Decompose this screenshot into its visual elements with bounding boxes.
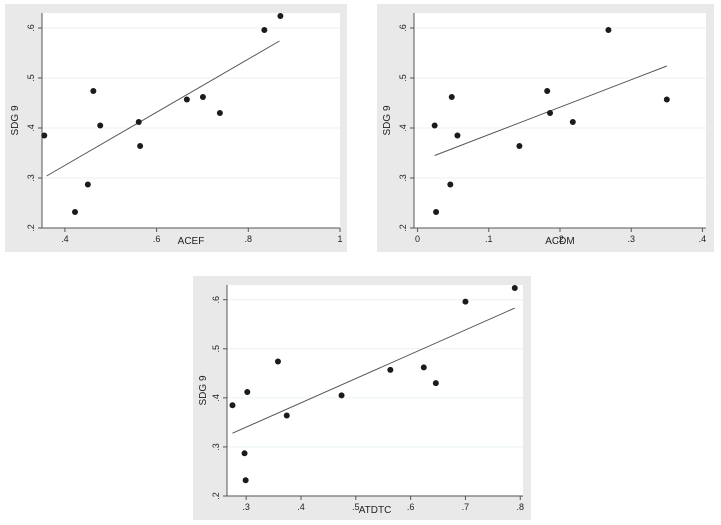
data-point [241, 450, 248, 457]
scatter-plot-acdm: .2 .3 .4 .5 .6 0 .1 .2 .3 .4 ACDM SDG 9 [382, 13, 707, 247]
x-tick-label: .7 [462, 502, 470, 512]
data-point [90, 88, 97, 94]
y-tick-label: .2 [26, 224, 36, 232]
data-point [387, 366, 394, 373]
x-tick-label: .6 [407, 502, 415, 512]
data-point [137, 143, 144, 149]
data-point [199, 94, 206, 100]
scatter-panel-atdtc: .2 .3 .4 .5 .6 .3 .4 .5 .6 .7 .8 ATDTC SDG 9 [193, 276, 531, 520]
y-tick-label: .5 [211, 345, 221, 353]
scatter-panel-acef: .2 .3 .4 .5 .6 .4 .6 .8 1 ACEF SDG 9 [5, 4, 347, 252]
data-point [72, 209, 79, 215]
x-tick-label: .8 [245, 234, 253, 244]
y-tick-label: .2 [211, 492, 221, 500]
plot-area [414, 13, 706, 228]
data-point [84, 181, 91, 188]
y-tick-label: .4 [211, 394, 221, 402]
x-tick-label: .8 [517, 502, 525, 512]
scatter-plot-acef: .2 .3 .4 .5 .6 .4 .6 .8 1 ACEF SDG 9 [10, 13, 343, 247]
fitted-line [232, 307, 515, 434]
data-point [511, 284, 518, 291]
x-axis-title: ATDTC [359, 505, 392, 516]
data-point [516, 143, 523, 149]
data-point [97, 122, 104, 129]
x-tick-label: .6 [153, 234, 161, 244]
y-tick-label: .6 [211, 296, 221, 304]
x-tick-label: 0 [415, 234, 420, 244]
plot-area [227, 285, 523, 496]
data-point [229, 402, 236, 409]
data-point [569, 119, 576, 125]
data-point [277, 13, 284, 19]
x-tick-label: .1 [485, 234, 493, 244]
x-tick-label: .4 [297, 502, 305, 512]
data-point [462, 298, 469, 305]
x-tick-label: .4 [61, 234, 69, 244]
data-point [338, 392, 345, 399]
x-axis-title: ACDM [545, 236, 574, 247]
data-point [274, 358, 281, 365]
y-tick-label: .5 [26, 74, 36, 82]
data-point [605, 27, 612, 33]
data-point [135, 119, 142, 125]
data-point [454, 132, 461, 139]
data-point [663, 96, 670, 103]
data-point [244, 388, 251, 395]
y-tick-label: .5 [398, 74, 408, 82]
x-axis-title: ACEF [178, 236, 205, 247]
y-tick-label: .4 [26, 124, 36, 132]
data-point [447, 181, 454, 188]
x-tick-label: .3 [627, 234, 635, 244]
data-point [547, 110, 554, 116]
y-tick-label: .4 [398, 124, 408, 132]
data-point [242, 477, 249, 484]
y-axis-title: SDG 9 [10, 105, 21, 135]
y-axis-title: SDG 9 [198, 375, 209, 405]
x-tick-label: .2 [556, 234, 564, 244]
scatter-panel-acdm: .2 .3 .4 .5 .6 0 .1 .2 .3 .4 ACDM SDG 9 [377, 4, 714, 252]
data-point [431, 122, 438, 129]
plot-area [42, 13, 340, 228]
data-point [261, 27, 268, 33]
x-tick-label: .3 [242, 502, 250, 512]
data-point [41, 132, 48, 139]
fitted-line [46, 40, 280, 177]
y-tick-label: .3 [26, 174, 36, 182]
y-tick-label: .3 [398, 174, 408, 182]
data-point [283, 412, 290, 419]
data-point [420, 364, 427, 371]
data-point [216, 110, 223, 116]
y-tick-label: .6 [26, 24, 36, 32]
y-tick-label: .2 [398, 224, 408, 232]
y-tick-label: .3 [211, 443, 221, 451]
data-point [448, 94, 455, 100]
x-tick-label: .5 [352, 502, 360, 512]
scatter-plot-atdtc: .2 .3 .4 .5 .6 .3 .4 .5 .6 .7 .8 ATDTC SDG 9 [198, 284, 525, 516]
data-point [433, 209, 440, 215]
y-tick-label: .6 [398, 24, 408, 32]
data-point [183, 96, 190, 103]
x-tick-label: .4 [699, 234, 707, 244]
y-axis-title: SDG 9 [382, 105, 393, 135]
x-tick-label: 1 [337, 234, 342, 244]
data-point [544, 88, 551, 94]
data-point [432, 380, 439, 387]
